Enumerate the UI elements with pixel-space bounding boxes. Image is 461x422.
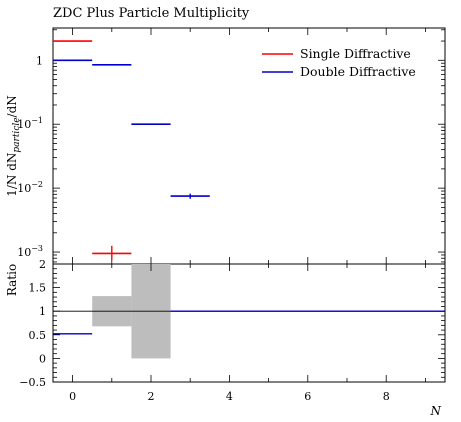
y-label-pre: 1/N dN: [5, 153, 19, 197]
main-y-tick-label: 10−2: [17, 180, 43, 195]
ratio-y-tick-label: 0.5: [29, 329, 47, 342]
x-tick-label: 0: [69, 390, 76, 403]
ratio-y-tick-label: −0.5: [19, 376, 46, 389]
legend-label: Single Diffractive: [300, 46, 411, 61]
ratio-y-tick-label: 1: [39, 305, 46, 318]
y-label-post: /dN: [5, 95, 19, 117]
legend: Single Diffractive Double Diffractive: [262, 46, 416, 79]
ratio-plot-frame: [52, 263, 446, 383]
ratio-y-tick-label: 0: [39, 352, 46, 365]
ratio-y-axis-label: Ratio: [5, 264, 19, 296]
x-axis-label: N: [430, 404, 442, 418]
main-y-tick-label: 10−1: [17, 116, 43, 131]
main-y-tick-label: 10−3: [17, 244, 43, 259]
x-tick-labels: 0 2 4 6 8: [69, 390, 390, 403]
chart-title: ZDC Plus Particle Multiplicity: [53, 6, 250, 21]
ratio-y-tick-label: 2: [39, 258, 46, 271]
ratio-data-marks: [53, 310, 445, 335]
y-label-sub: particle: [12, 117, 22, 152]
x-tick-label: 8: [383, 390, 390, 403]
main-plot-panel: 1 10−1 10−2 10−3 1/N dNparticle/dN Single D…: [5, 27, 446, 265]
main-data-marks: [53, 40, 210, 261]
ratio-plot-panel: −0.5 0 0.5 1 1.5 2 0 2 4 6 8 Ratio N: [5, 258, 446, 418]
x-tick-label: 2: [148, 390, 155, 403]
ratio-y-tick-label: 1.5: [29, 282, 47, 295]
legend-label: Double Diffractive: [300, 64, 416, 79]
main-y-axis-label: 1/N dNparticle/dN: [5, 95, 22, 197]
x-tick-label: 6: [304, 390, 311, 403]
x-tick-label: 4: [226, 390, 233, 403]
main-y-tick-label: 1: [36, 54, 43, 67]
ratio-y-tick-labels: −0.5 0 0.5 1 1.5 2: [19, 258, 46, 389]
main-y-tick-labels: 1 10−1 10−2 10−3: [17, 54, 43, 259]
